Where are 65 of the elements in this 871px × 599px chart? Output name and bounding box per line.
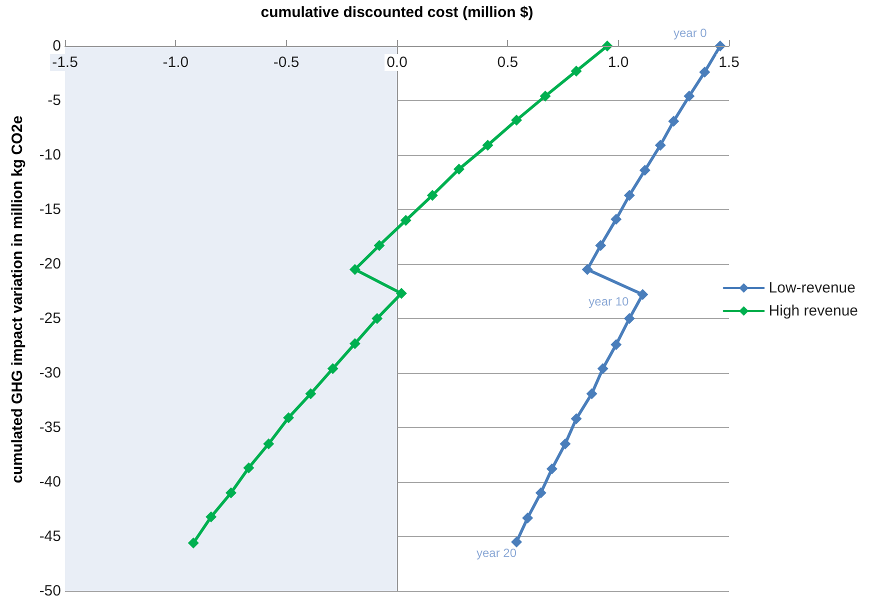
y-tick-label: -50 [39,582,61,599]
point [624,313,635,324]
x-tick-label: -1.5 [52,54,78,71]
point [188,538,199,549]
y-tick-label: -30 [39,364,61,382]
x-tick-label: -0.5 [273,54,300,71]
point [624,190,635,201]
point [582,264,593,275]
point [597,363,608,374]
point [226,487,236,498]
annotation: year 20 [476,546,517,560]
point [426,190,438,201]
point [639,164,650,176]
annotation: year 10 [588,294,630,309]
point [637,289,648,300]
point [668,116,680,127]
legend-label: High revenue [768,302,858,320]
y-tick-label: -40 [39,474,61,490]
x-tick-label: 0.5 [497,54,518,71]
point [595,240,606,251]
point [283,412,294,424]
y-axis-title: cumulated GHG impact variation in million kg CO2e [9,116,26,484]
point [586,388,598,400]
point [511,114,522,126]
point [243,462,254,474]
y-tick-label: -10 [39,146,61,164]
y-tick-label: 0 [52,38,61,54]
point [540,90,551,102]
y-tick-label: -5 [48,92,61,109]
point [206,511,217,522]
point [570,66,582,77]
y-tick-label: -15 [39,201,61,218]
point [263,438,274,450]
point [349,338,360,350]
point [654,140,666,151]
y-tick-label: -45 [39,528,61,545]
legend-label: Low-revenue [768,280,856,296]
point [684,90,695,102]
point [305,388,316,400]
x-tick-label: -1.0 [162,54,189,71]
point [522,512,534,524]
point [610,339,622,350]
y-tick-label: -25 [39,310,61,327]
point [374,240,385,251]
y-tick-label: -35 [39,419,61,436]
point [349,264,360,275]
point [453,164,464,175]
point [327,363,338,374]
point [546,463,558,474]
point [400,214,412,226]
point [482,140,494,151]
point [699,66,710,78]
x-tick-label: 1.0 [608,54,629,71]
x-tick-label: 1.5 [718,54,740,71]
annotation: year 0 [673,26,708,40]
point [372,313,383,324]
x-axis-title: cumulative discounted cost (million $) [260,4,534,21]
point [511,536,522,548]
y-tick-label: -20 [39,256,61,272]
point [610,214,622,225]
point [535,487,546,498]
point [570,413,582,424]
x-tick-label: 0.0 [386,54,408,71]
point [560,438,571,450]
point [396,288,407,299]
